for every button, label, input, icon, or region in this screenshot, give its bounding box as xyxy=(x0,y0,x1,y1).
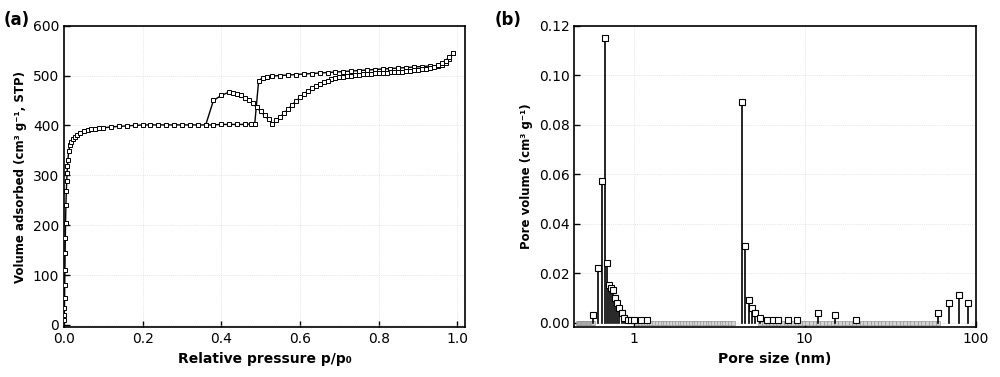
Y-axis label: Pore volume (cm³ g⁻¹): Pore volume (cm³ g⁻¹) xyxy=(520,104,533,249)
Text: (a): (a) xyxy=(4,11,30,29)
Text: (b): (b) xyxy=(494,11,521,29)
X-axis label: Pore size (nm): Pore size (nm) xyxy=(718,352,832,366)
X-axis label: Relative pressure p/p₀: Relative pressure p/p₀ xyxy=(178,352,351,366)
Y-axis label: Volume adsorbed (cm³ g⁻¹, STP): Volume adsorbed (cm³ g⁻¹, STP) xyxy=(14,70,27,282)
